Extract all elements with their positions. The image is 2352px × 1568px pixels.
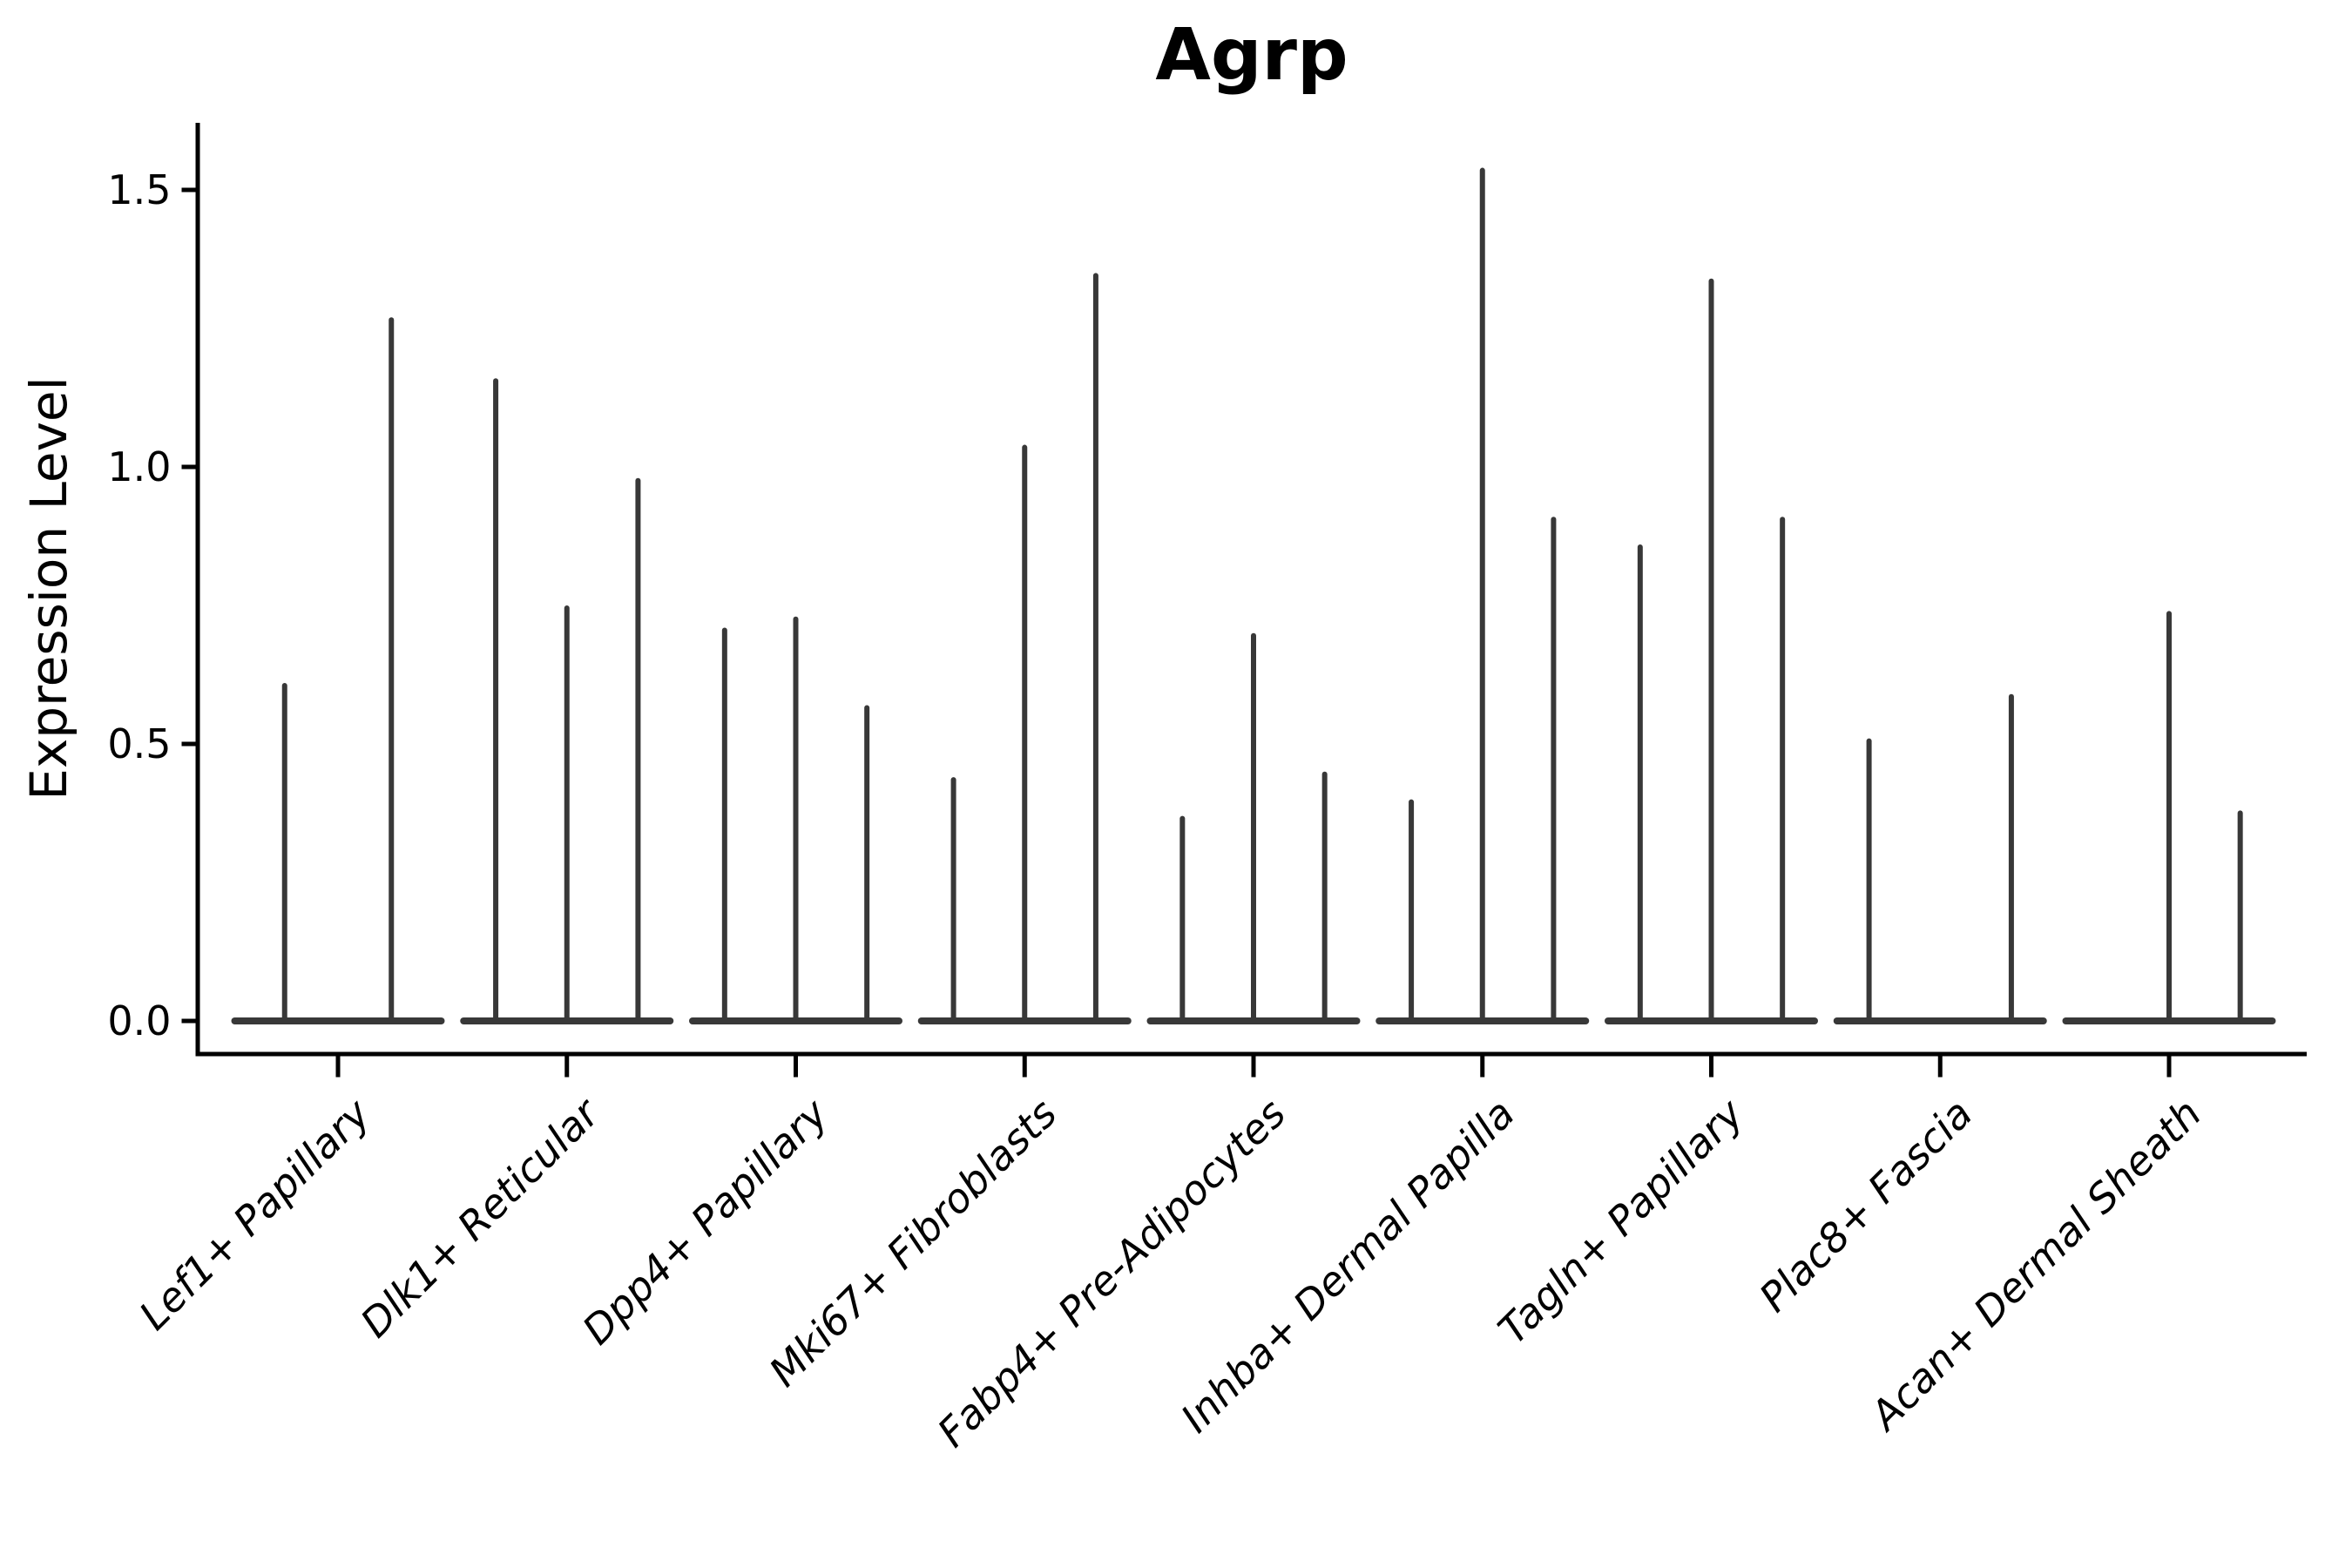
- x-tick-label: Lef1+ Papillary: [130, 1090, 379, 1339]
- y-tick-label: 1.5: [107, 166, 171, 213]
- y-axis-title: Expression Level: [19, 376, 78, 800]
- y-tick-label: 1.0: [107, 443, 171, 490]
- plot-title: Agrp: [1155, 14, 1348, 97]
- x-tick-label: Plac8+ Fascia: [1750, 1090, 1981, 1321]
- y-tick-label: 0.0: [107, 997, 171, 1044]
- x-tick-label: Dlk1+ Reticular: [351, 1088, 610, 1347]
- x-tick-label: Tagln+ Papillary: [1489, 1090, 1753, 1354]
- x-tick-label: Dpp4+ Papillary: [573, 1090, 837, 1354]
- y-tick-label: 0.5: [107, 720, 171, 767]
